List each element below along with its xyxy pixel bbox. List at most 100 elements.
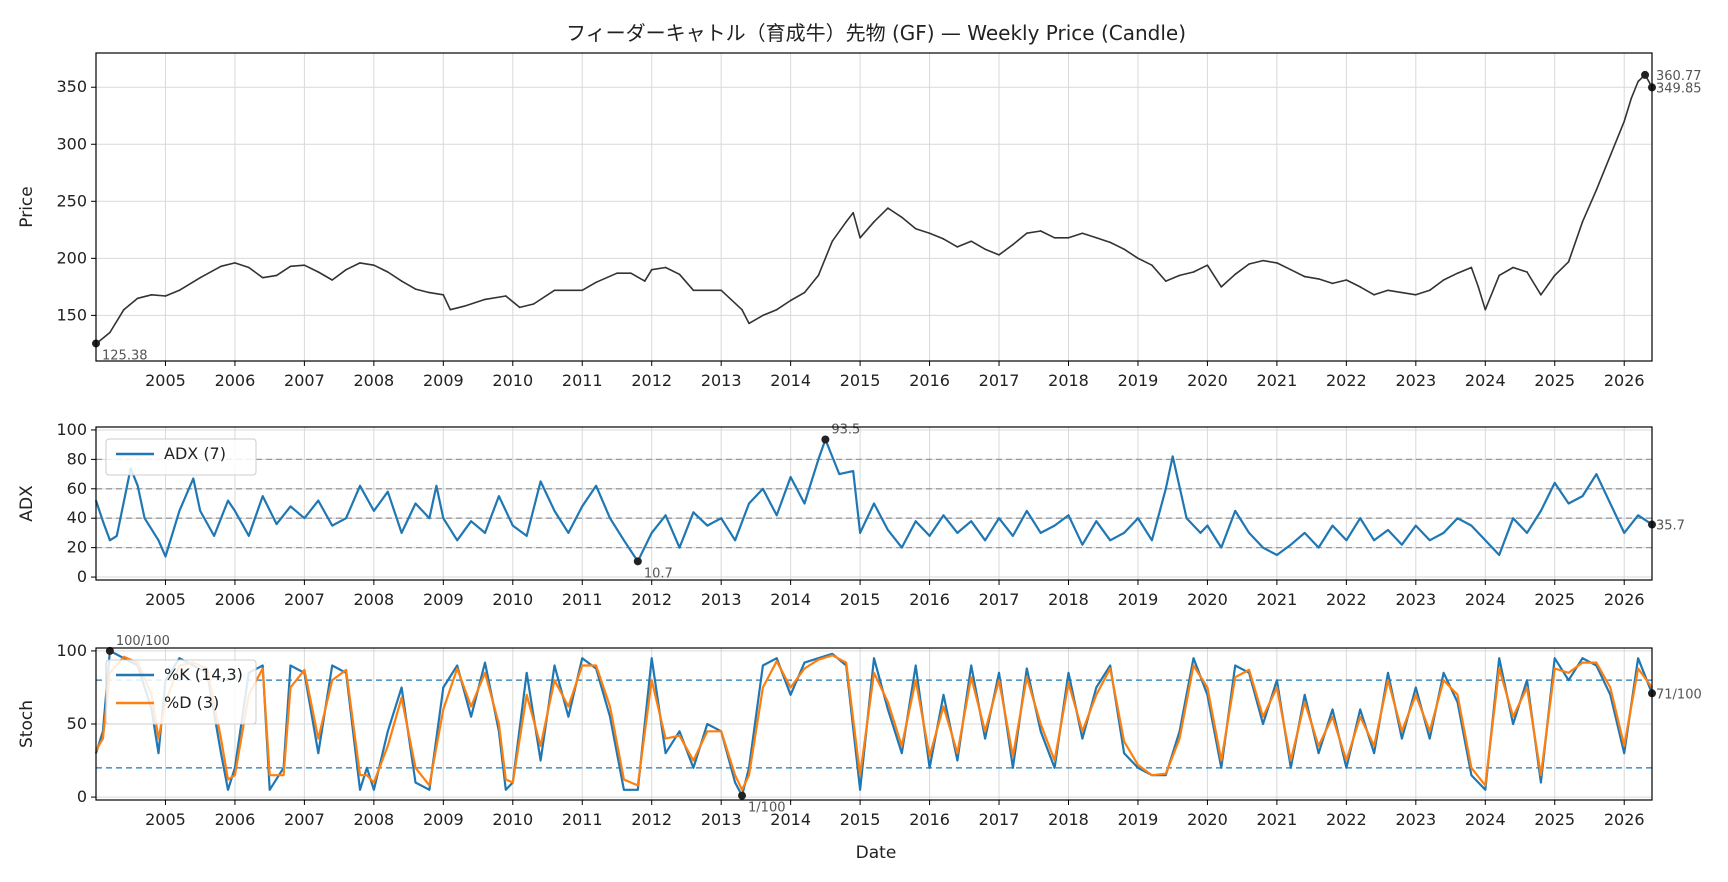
data-point — [1178, 737, 1181, 740]
data-point — [1595, 189, 1598, 191]
data-point — [1359, 517, 1362, 520]
data-point — [984, 737, 986, 740]
data-point — [1039, 730, 1042, 733]
data-point — [692, 289, 695, 292]
data-point — [900, 745, 903, 747]
data-point — [1373, 745, 1375, 747]
data-point — [199, 510, 201, 512]
data-point — [775, 657, 778, 660]
data-point — [831, 653, 834, 655]
data-point — [484, 661, 486, 664]
x-tick-label: 2017 — [979, 810, 1020, 829]
data-point — [887, 529, 889, 531]
data-point — [1206, 524, 1209, 527]
data-point — [1387, 679, 1389, 681]
data-point — [1206, 686, 1209, 689]
data-point — [595, 664, 597, 667]
data-point — [1540, 781, 1542, 784]
data-point — [956, 752, 959, 755]
data-point — [1081, 543, 1084, 546]
data-point — [1053, 237, 1056, 239]
y-tick-label: 250 — [56, 191, 87, 210]
x-tick-label: 2022 — [1326, 371, 1367, 390]
data-point — [1109, 664, 1111, 667]
data-point — [1456, 272, 1459, 274]
data-point — [741, 308, 743, 311]
data-point — [289, 505, 292, 508]
data-point — [1095, 520, 1098, 522]
x-tick-label: 2010 — [492, 590, 533, 609]
x-tick-label: 2012 — [631, 371, 672, 390]
x-tick-label: 2016 — [909, 371, 950, 390]
data-point — [567, 289, 570, 292]
x-tick-label: 2026 — [1604, 810, 1645, 829]
data-point — [331, 664, 333, 667]
data-point — [887, 207, 889, 209]
data-point — [762, 487, 764, 490]
x-tick-label: 2005 — [145, 810, 186, 829]
data-point — [1137, 767, 1139, 769]
price-panel: 2005 2006 2007 2008 2009 2010 2011 2012 2013 2014… — [17, 52, 1702, 390]
y-tick-label: 40 — [67, 508, 87, 527]
data-point — [303, 264, 306, 266]
data-point — [1178, 274, 1181, 277]
x-tick-label: 2023 — [1395, 371, 1436, 390]
data-point — [470, 705, 472, 708]
data-point — [1637, 80, 1639, 83]
x-tick-label: 2006 — [215, 371, 256, 390]
data-point — [1359, 715, 1362, 718]
data-point — [720, 517, 722, 520]
data-point — [122, 655, 125, 658]
data-point — [1609, 686, 1612, 689]
data-point — [643, 280, 646, 282]
data-point — [1415, 693, 1417, 696]
data-point — [970, 676, 973, 679]
data-point — [748, 322, 750, 325]
x-tick-label: 2013 — [701, 810, 742, 829]
x-tick-label: 2006 — [215, 590, 256, 609]
x-tick-label: 2005 — [145, 371, 186, 390]
data-point — [1567, 260, 1570, 263]
data-point — [511, 781, 514, 784]
y-tick-label: 0 — [77, 567, 87, 586]
data-point — [1276, 679, 1278, 681]
x-tick-label: 2009 — [423, 590, 464, 609]
data-point — [1470, 524, 1473, 527]
data-point — [400, 532, 403, 534]
x-tick-label: 2009 — [423, 810, 464, 829]
x-tick-label: 2011 — [562, 371, 603, 390]
data-point — [775, 514, 778, 517]
data-point — [741, 788, 743, 791]
data-point — [102, 737, 104, 740]
x-tick-label: 2008 — [353, 590, 394, 609]
data-point — [1512, 715, 1514, 718]
data-point — [1039, 230, 1042, 232]
x-tick-label: 2021 — [1257, 371, 1298, 390]
data-point — [1512, 723, 1514, 725]
data-point — [1456, 517, 1459, 520]
data-point — [234, 262, 236, 264]
data-point — [553, 289, 556, 292]
data-point — [1317, 546, 1320, 549]
data-point — [386, 730, 389, 733]
data-point — [456, 539, 459, 542]
data-point — [1595, 473, 1598, 475]
data-point — [1276, 686, 1278, 689]
x-tick-label: 2019 — [1118, 810, 1159, 829]
data-point — [1081, 737, 1084, 740]
data-point — [942, 705, 945, 708]
data-point — [1553, 482, 1556, 484]
data-point — [213, 535, 215, 537]
data-point — [192, 477, 195, 480]
data-point — [1137, 257, 1139, 260]
data-point — [1484, 788, 1487, 791]
data-point — [1095, 693, 1098, 696]
data-point — [873, 657, 875, 660]
data-point — [539, 480, 542, 483]
data-point — [914, 520, 917, 522]
x-tick-label: 2024 — [1465, 371, 1506, 390]
x-tick-label: 2025 — [1534, 590, 1575, 609]
data-point — [914, 227, 917, 230]
data-point — [1512, 266, 1514, 269]
